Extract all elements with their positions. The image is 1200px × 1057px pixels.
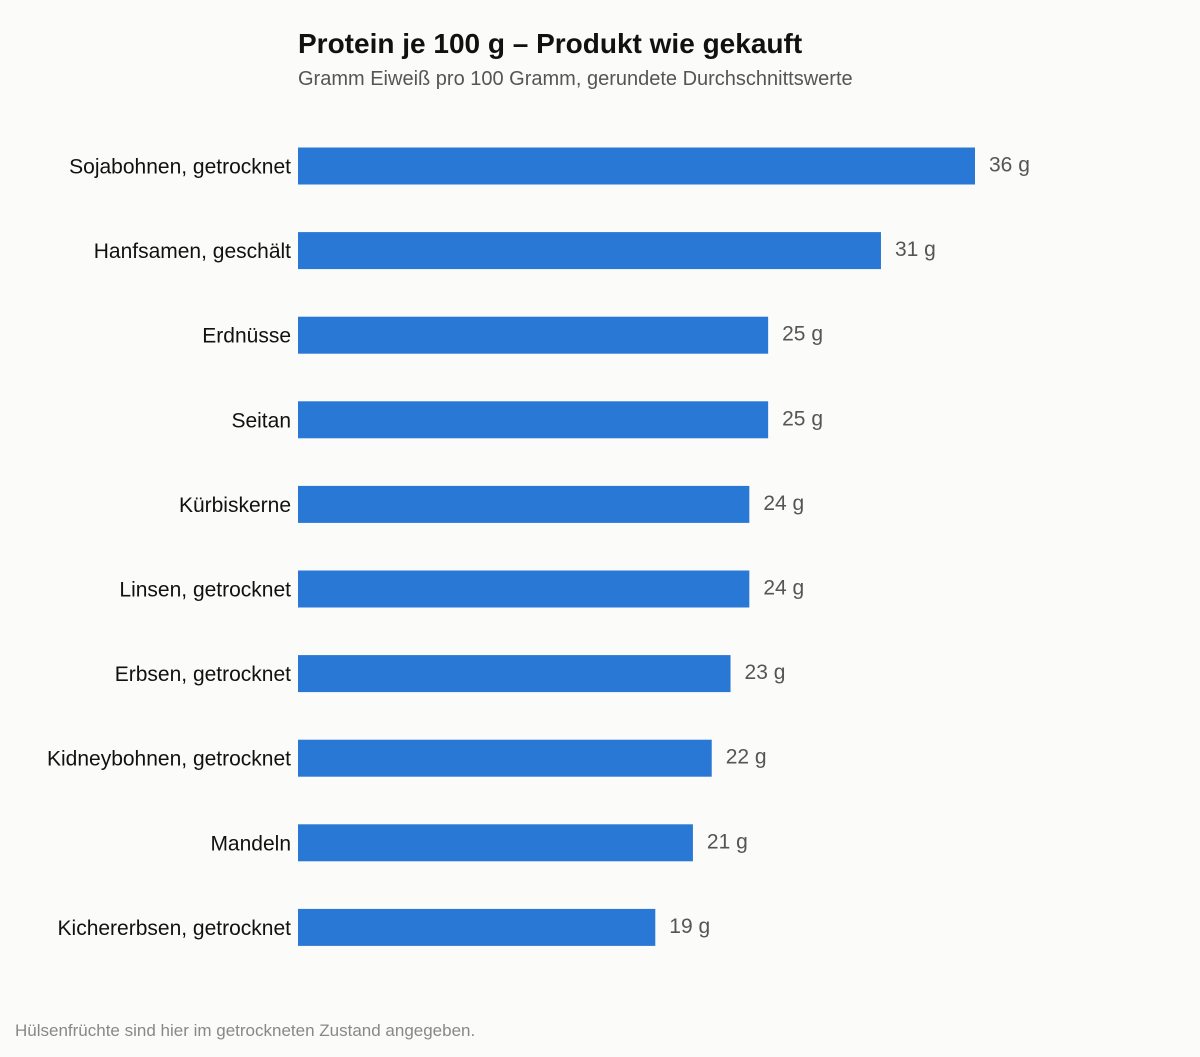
value-label: 23 g	[745, 661, 786, 684]
value-label: 24 g	[763, 577, 804, 600]
value-label: 31 g	[895, 238, 936, 261]
chart-subtitle: Gramm Eiweiß pro 100 Gramm, gerundete Du…	[298, 68, 853, 90]
category-label: Seitan	[231, 409, 291, 432]
bar	[298, 739, 712, 777]
category-label: Linsen, getrocknet	[119, 579, 291, 602]
bar-chart: Sojabohnen, getrocknet 36 g Hanfsamen, ges…	[47, 147, 1030, 946]
category-label: Kürbiskerne	[179, 494, 291, 517]
value-label: 22 g	[726, 746, 767, 769]
bar	[298, 401, 769, 439]
category-label: Erdnüsse	[202, 325, 291, 348]
value-label: 36 g	[989, 154, 1030, 177]
chart-footnote: Hülsenfrüchte sind hier im getrockneten …	[15, 1021, 476, 1040]
value-label: 19 g	[669, 915, 710, 938]
category-label: Kidneybohnen, getrocknet	[47, 748, 291, 771]
bar	[298, 485, 750, 523]
chart-title: Protein je 100 g – Produkt wie gekauft	[298, 28, 803, 59]
category-label: Mandeln	[210, 832, 291, 855]
value-label: 25 g	[782, 407, 823, 430]
bar	[298, 824, 693, 862]
bar	[298, 908, 656, 946]
category-label: Erbsen, getrocknet	[115, 663, 291, 686]
value-label: 25 g	[782, 323, 823, 346]
category-label: Hanfsamen, geschält	[94, 240, 291, 263]
bar	[298, 316, 769, 354]
value-label: 21 g	[707, 830, 748, 853]
value-label: 24 g	[763, 492, 804, 515]
bar	[298, 655, 731, 693]
bar	[298, 232, 881, 270]
bar	[298, 147, 975, 185]
category-label: Sojabohnen, getrocknet	[69, 156, 291, 179]
bar	[298, 570, 750, 608]
category-label: Kichererbsen, getrocknet	[58, 917, 292, 940]
